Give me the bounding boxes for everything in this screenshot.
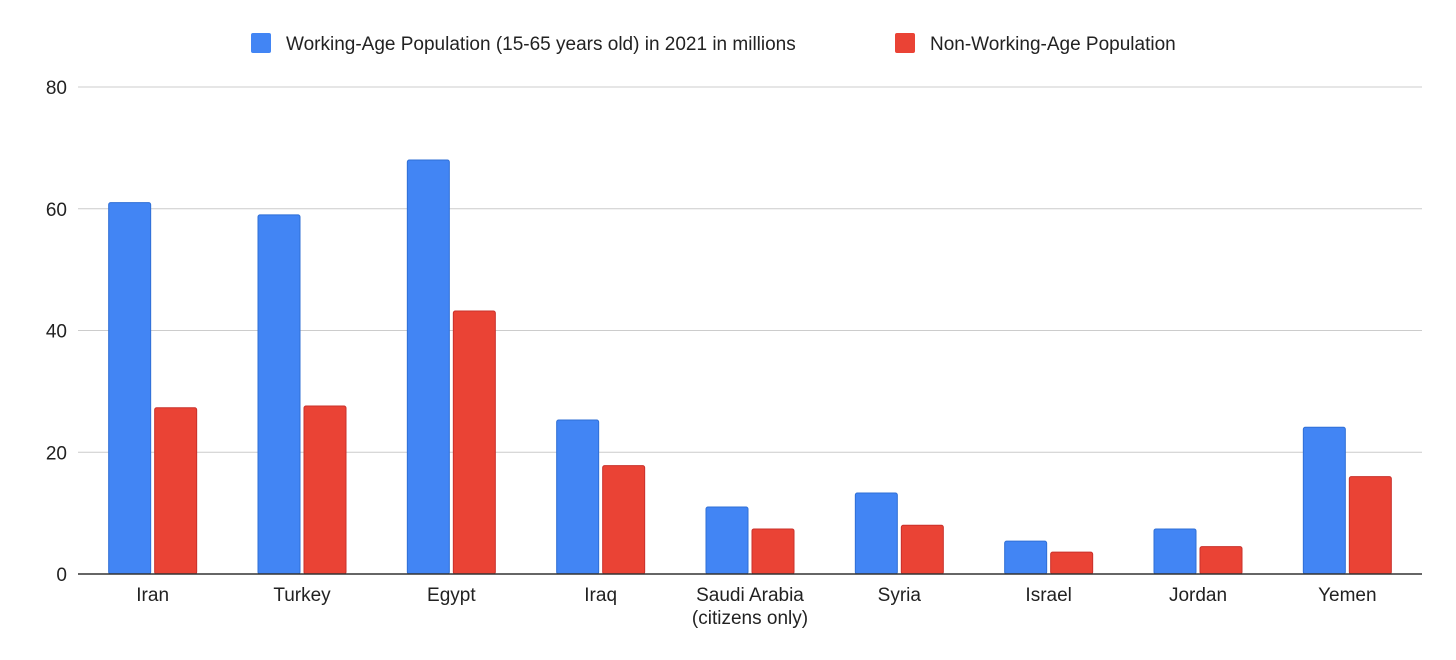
y-tick-label: 40: [46, 322, 67, 343]
bar-non-working-age: [1348, 476, 1392, 575]
x-tick-label: Jordan: [1169, 585, 1227, 606]
bar-working-age: [108, 202, 152, 575]
legend: Working-Age Population (15-65 years old)…: [251, 33, 1176, 55]
bar-non-working-age: [602, 465, 646, 575]
bar-non-working-age: [900, 524, 944, 575]
bar-non-working-age: [1050, 551, 1094, 575]
legend-swatch: [895, 33, 915, 53]
x-tick-label: Iran: [136, 585, 169, 606]
bar-working-age: [1004, 540, 1048, 575]
bar-group: [406, 159, 496, 575]
bar-group: [257, 214, 347, 575]
bar-group: [1302, 426, 1392, 575]
bar-non-working-age: [303, 405, 347, 575]
y-tick-label: 80: [46, 78, 67, 99]
y-axis-tick-labels: 0 20 40 60 80: [46, 78, 67, 586]
bar-working-age: [854, 492, 898, 575]
x-tick-label: Yemen: [1318, 585, 1376, 606]
x-tick-label: Egypt: [427, 585, 476, 606]
bar-group: [705, 506, 795, 575]
bar-group: [1153, 528, 1243, 575]
legend-label: Working-Age Population (15-65 years old)…: [286, 34, 796, 55]
bar-working-age: [1153, 528, 1197, 575]
x-tick-label: Turkey: [273, 585, 331, 606]
bar-group: [556, 419, 646, 575]
x-tick-label: (citizens only): [692, 608, 808, 629]
category-labels: Iran Turkey Egypt Iraq Saudi Arabia(citizens…: [136, 585, 1376, 629]
y-tick-label: 20: [46, 443, 67, 464]
bar-non-working-age: [154, 407, 198, 575]
bars: [108, 159, 1392, 575]
bar-working-age: [1302, 426, 1346, 575]
legend-swatch: [251, 33, 271, 53]
bar-non-working-age: [1199, 546, 1243, 575]
bar-working-age: [705, 506, 749, 575]
bar-non-working-age: [452, 310, 496, 575]
bar-working-age: [406, 159, 450, 575]
x-tick-label: Iraq: [584, 585, 617, 606]
y-tick-label: 0: [56, 565, 67, 586]
bar-working-age: [257, 214, 301, 575]
bar-group: [854, 492, 944, 575]
bar-group: [108, 202, 198, 575]
legend-label: Non-Working-Age Population: [930, 34, 1176, 55]
x-tick-label: Syria: [878, 585, 922, 606]
bar-group: [1004, 540, 1094, 575]
gridlines: [78, 86, 1422, 453]
y-tick-label: 60: [46, 200, 67, 221]
bar-working-age: [556, 419, 600, 575]
x-tick-label: Saudi Arabia: [696, 585, 804, 606]
bar-non-working-age: [751, 528, 795, 575]
x-tick-label: Israel: [1025, 585, 1071, 606]
